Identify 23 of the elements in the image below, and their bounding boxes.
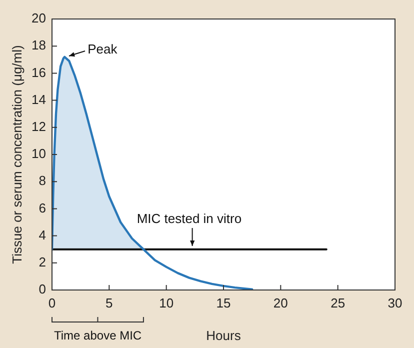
x-tick-label: 20 [273,295,288,310]
y-tick-label: 18 [32,38,46,53]
y-tick-label: 6 [38,200,46,216]
y-tick-label: 12 [32,118,46,134]
y-tick-label: 20 [32,10,46,26]
y-tick-label: 16 [32,64,46,80]
y-tick-label: 2 [38,254,46,270]
x-tick-label: 30 [388,295,402,310]
x-tick-label: 5 [106,295,113,310]
y-tick-label: 14 [32,92,46,107]
x-tick-label: 25 [330,295,346,310]
y-tick-label: 10 [32,146,46,162]
x-tick-label: 0 [48,295,56,310]
y-tick-label: 8 [38,173,46,188]
y-tick-label: 4 [38,227,46,242]
x-tick-label: 15 [216,295,231,310]
y-tick-label: 0 [38,282,46,297]
x-axis-title: Hours [206,328,242,343]
y-axis-title: Tissue or serum concentration (μg/ml) [9,45,24,264]
series-label: MIC tested in vitro [136,210,242,226]
text: Time above MIC [54,328,142,342]
x-tick-label: 10 [159,295,174,310]
annotation: Peak [88,42,118,57]
